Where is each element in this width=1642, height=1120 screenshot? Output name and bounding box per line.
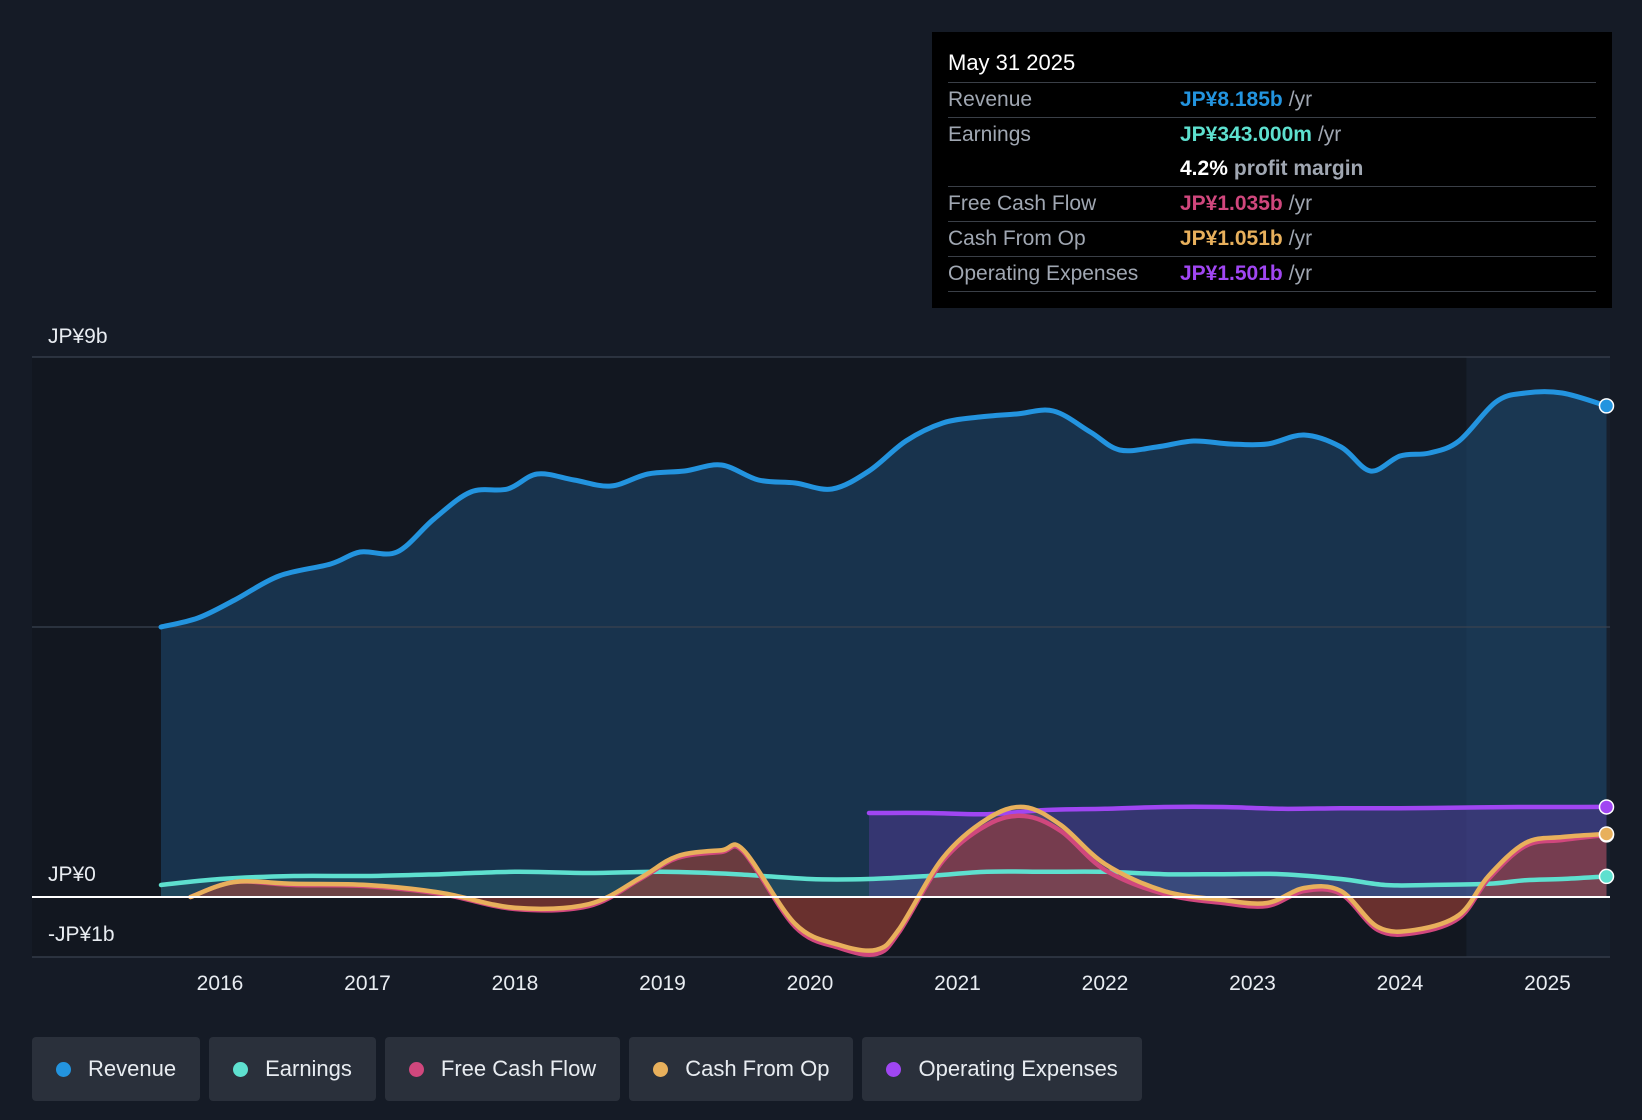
x-tick-label: 2018 <box>492 972 539 995</box>
tooltip-row-opex: Operating Expenses JP¥1.501b /yr <box>948 257 1596 292</box>
tooltip-value: JP¥1.501b <box>1180 262 1283 285</box>
grid-lines <box>32 356 1610 958</box>
tooltip-label: Free Cash Flow <box>948 192 1097 215</box>
area-revenue <box>161 391 1607 897</box>
tooltip-date: May 31 2025 <box>948 46 1596 83</box>
legend-label: Operating Expenses <box>918 1056 1118 1081</box>
cfo-dot-icon <box>653 1061 669 1077</box>
x-tick-label: 2017 <box>344 972 391 995</box>
line-cfo <box>188 804 1609 953</box>
tooltip-row-margin: 4.2% profit margin <box>948 152 1596 187</box>
legend-item-opex[interactable]: Operating Expenses <box>862 1037 1142 1101</box>
y-tick-label: JP¥0 <box>48 863 96 886</box>
y-tick-label: JP¥9b <box>48 325 108 348</box>
legend-item-fcf[interactable]: Free Cash Flow <box>384 1037 621 1101</box>
tooltip-row-cfo: Cash From Op JP¥1.051b /yr <box>948 222 1596 257</box>
series-areas <box>161 391 1607 955</box>
tooltip-value: JP¥1.035b <box>1180 192 1283 215</box>
x-tick-label: 2021 <box>934 972 981 995</box>
legend-label: Free Cash Flow <box>440 1056 597 1081</box>
tooltip-value: JP¥1.051b <box>1180 227 1283 250</box>
y-axis-labels: JP¥9b JP¥0 -JP¥1b <box>48 325 115 946</box>
area-earnings <box>161 871 1607 897</box>
tooltip-label: Cash From Op <box>948 227 1086 250</box>
x-tick-label: 2019 <box>639 972 686 995</box>
tooltip-margin-text: profit margin <box>1233 157 1364 180</box>
line-earnings <box>158 869 1609 888</box>
y-tick-label: -JP¥1b <box>48 923 115 946</box>
line-revenue <box>158 389 1609 630</box>
legend-item-revenue[interactable]: Revenue <box>32 1037 201 1101</box>
tooltip-unit: /yr <box>1288 227 1313 250</box>
x-tick-label: 2025 <box>1524 972 1571 995</box>
revenue-dot-icon <box>56 1061 71 1077</box>
series-lines <box>32 389 1610 957</box>
tooltip-unit: /yr <box>1288 192 1313 215</box>
x-tick-label: 2023 <box>1229 972 1276 995</box>
legend-item-cfo[interactable]: Cash From Op <box>629 1037 854 1101</box>
tooltip-value: JP¥343.000m <box>1180 123 1312 146</box>
tooltip-row-revenue: Revenue JP¥8.185b /yr <box>948 83 1596 118</box>
legend-item-earnings[interactable]: Earnings <box>209 1037 376 1101</box>
legend-label: Revenue <box>88 1056 177 1081</box>
series-endpoints <box>1598 398 1615 885</box>
tooltip-margin-value: 4.2% <box>1180 157 1228 180</box>
tooltip-label: Operating Expenses <box>948 262 1139 285</box>
endpoint-opex <box>1598 799 1615 815</box>
legend-label: Earnings <box>265 1056 352 1081</box>
tooltip-unit: /yr <box>1317 123 1342 146</box>
legend: Revenue Earnings Free Cash Flow Cash Fro… <box>32 1037 1142 1101</box>
x-tick-label: 2016 <box>197 972 244 995</box>
tooltip-unit: /yr <box>1288 262 1313 285</box>
x-tick-label: 2022 <box>1082 972 1129 995</box>
tooltip-panel: May 31 2025 Revenue JP¥8.185b /yr Earnin… <box>932 32 1612 308</box>
earnings-dot-icon <box>233 1061 249 1077</box>
x-tick-label: 2024 <box>1377 972 1424 995</box>
tooltip-label: Revenue <box>948 88 1033 111</box>
x-axis-labels: 2016 2017 2018 2019 2020 2021 2022 2023 2024 2025 <box>197 972 1571 995</box>
x-tick-label: 2020 <box>787 972 834 995</box>
area-cfo <box>190 806 1607 951</box>
tooltip-row-fcf: Free Cash Flow JP¥1.035b /yr <box>948 187 1596 222</box>
tooltip-row-earnings: Earnings JP¥343.000m /yr <box>948 118 1596 152</box>
endpoint-revenue <box>1598 398 1615 414</box>
opex-dot-icon <box>886 1061 902 1077</box>
legend-label: Cash From Op <box>685 1056 830 1081</box>
tooltip-unit: /yr <box>1288 88 1313 111</box>
fcf-dot-icon <box>408 1061 424 1077</box>
endpoint-earnings <box>1598 868 1615 885</box>
tooltip-value: JP¥8.185b <box>1180 88 1283 111</box>
tooltip-label: Earnings <box>948 123 1031 146</box>
endpoint-cfo <box>1598 826 1615 842</box>
